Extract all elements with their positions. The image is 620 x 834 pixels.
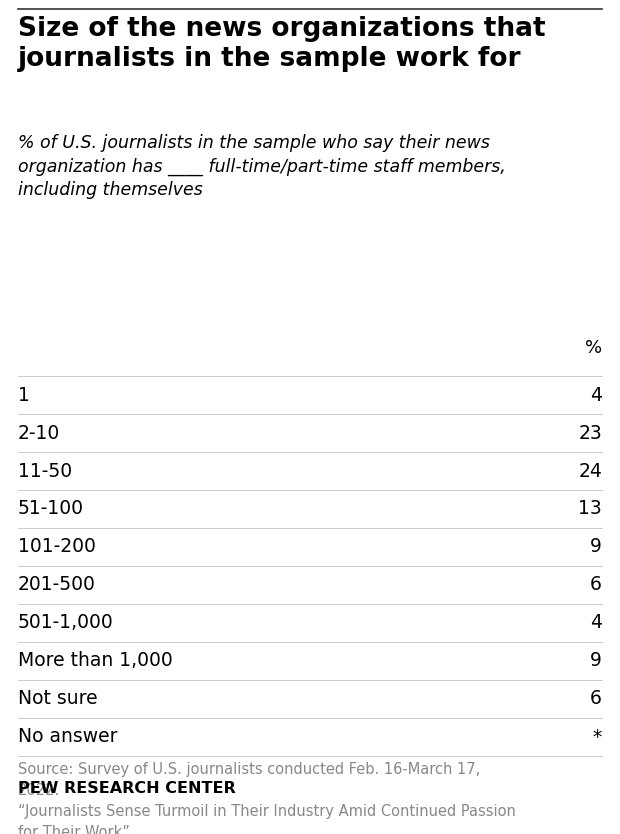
Text: 11-50: 11-50 [18,461,72,480]
Text: 23: 23 [578,424,602,443]
Text: 51-100: 51-100 [18,500,84,519]
Text: 201-500: 201-500 [18,575,96,595]
Text: More than 1,000: More than 1,000 [18,651,173,671]
Text: 501-1,000: 501-1,000 [18,614,113,632]
Text: 4: 4 [590,614,602,632]
Text: 101-200: 101-200 [18,537,96,556]
Text: % of U.S. journalists in the sample who say their news
organization has ____ ful: % of U.S. journalists in the sample who … [18,134,506,199]
Text: *: * [593,727,602,746]
Text: 24: 24 [578,461,602,480]
Text: 9: 9 [590,651,602,671]
Text: 1: 1 [18,385,30,404]
Text: 4: 4 [590,385,602,404]
Text: 6: 6 [590,575,602,595]
Text: Source: Survey of U.S. journalists conducted Feb. 16-March 17,
2022.
“Journalist: Source: Survey of U.S. journalists condu… [18,762,516,834]
Text: 2-10: 2-10 [18,424,60,443]
Text: No answer: No answer [18,727,118,746]
Text: 6: 6 [590,690,602,709]
Text: %: % [585,339,602,357]
Text: Not sure: Not sure [18,690,97,709]
Text: 9: 9 [590,537,602,556]
Text: Size of the news organizations that
journalists in the sample work for: Size of the news organizations that jour… [18,16,546,72]
Text: 13: 13 [578,500,602,519]
Text: PEW RESEARCH CENTER: PEW RESEARCH CENTER [18,781,236,796]
